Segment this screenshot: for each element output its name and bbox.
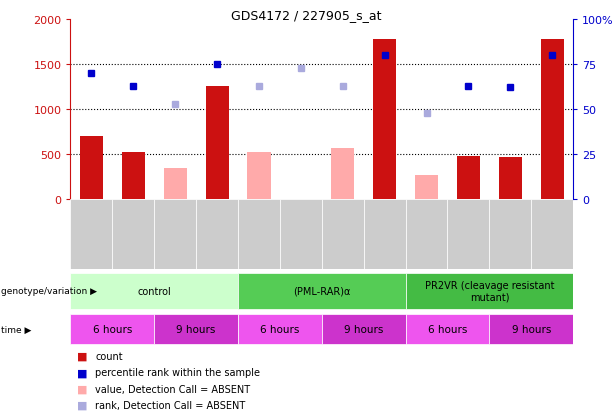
Text: 9 hours: 9 hours xyxy=(344,324,383,334)
Text: percentile rank within the sample: percentile rank within the sample xyxy=(95,368,260,377)
Bar xyxy=(406,314,489,344)
Bar xyxy=(238,199,280,269)
Text: time ▶: time ▶ xyxy=(1,325,32,334)
Bar xyxy=(122,152,145,199)
Bar xyxy=(280,199,322,269)
Bar xyxy=(80,137,103,199)
Bar xyxy=(154,314,238,344)
Text: ■: ■ xyxy=(77,368,87,377)
Bar xyxy=(205,86,229,199)
Bar xyxy=(322,199,364,269)
Bar xyxy=(364,199,406,269)
Bar xyxy=(70,273,238,309)
Bar xyxy=(531,199,573,269)
Bar xyxy=(70,199,112,269)
Bar xyxy=(70,314,154,344)
Bar xyxy=(541,40,564,199)
Text: ■: ■ xyxy=(77,400,87,410)
Bar xyxy=(499,157,522,199)
Bar xyxy=(196,199,238,269)
Bar xyxy=(406,199,447,269)
Text: GDS4172 / 227905_s_at: GDS4172 / 227905_s_at xyxy=(231,9,382,22)
Text: (PML-RAR)α: (PML-RAR)α xyxy=(293,286,351,296)
Bar xyxy=(415,175,438,199)
Text: ■: ■ xyxy=(77,384,87,394)
Text: genotype/variation ▶: genotype/variation ▶ xyxy=(1,287,97,296)
Bar xyxy=(331,148,354,199)
Text: 9 hours: 9 hours xyxy=(512,324,551,334)
Text: 6 hours: 6 hours xyxy=(261,324,300,334)
Bar xyxy=(248,153,270,199)
Text: value, Detection Call = ABSENT: value, Detection Call = ABSENT xyxy=(95,384,250,394)
Text: 6 hours: 6 hours xyxy=(428,324,467,334)
Text: 9 hours: 9 hours xyxy=(177,324,216,334)
Bar xyxy=(489,199,531,269)
Bar xyxy=(238,273,406,309)
Bar xyxy=(489,314,573,344)
Text: control: control xyxy=(137,286,171,296)
Text: PR2VR (cleavage resistant
mutant): PR2VR (cleavage resistant mutant) xyxy=(425,280,554,302)
Bar xyxy=(447,199,489,269)
Bar xyxy=(457,157,480,199)
Text: rank, Detection Call = ABSENT: rank, Detection Call = ABSENT xyxy=(95,400,245,410)
Text: 6 hours: 6 hours xyxy=(93,324,132,334)
Text: ■: ■ xyxy=(77,351,87,361)
Bar xyxy=(322,314,406,344)
Bar xyxy=(406,273,573,309)
Bar xyxy=(164,169,187,199)
Bar xyxy=(238,314,322,344)
Bar xyxy=(373,40,396,199)
Text: count: count xyxy=(95,351,123,361)
Bar xyxy=(112,199,154,269)
Bar xyxy=(154,199,196,269)
